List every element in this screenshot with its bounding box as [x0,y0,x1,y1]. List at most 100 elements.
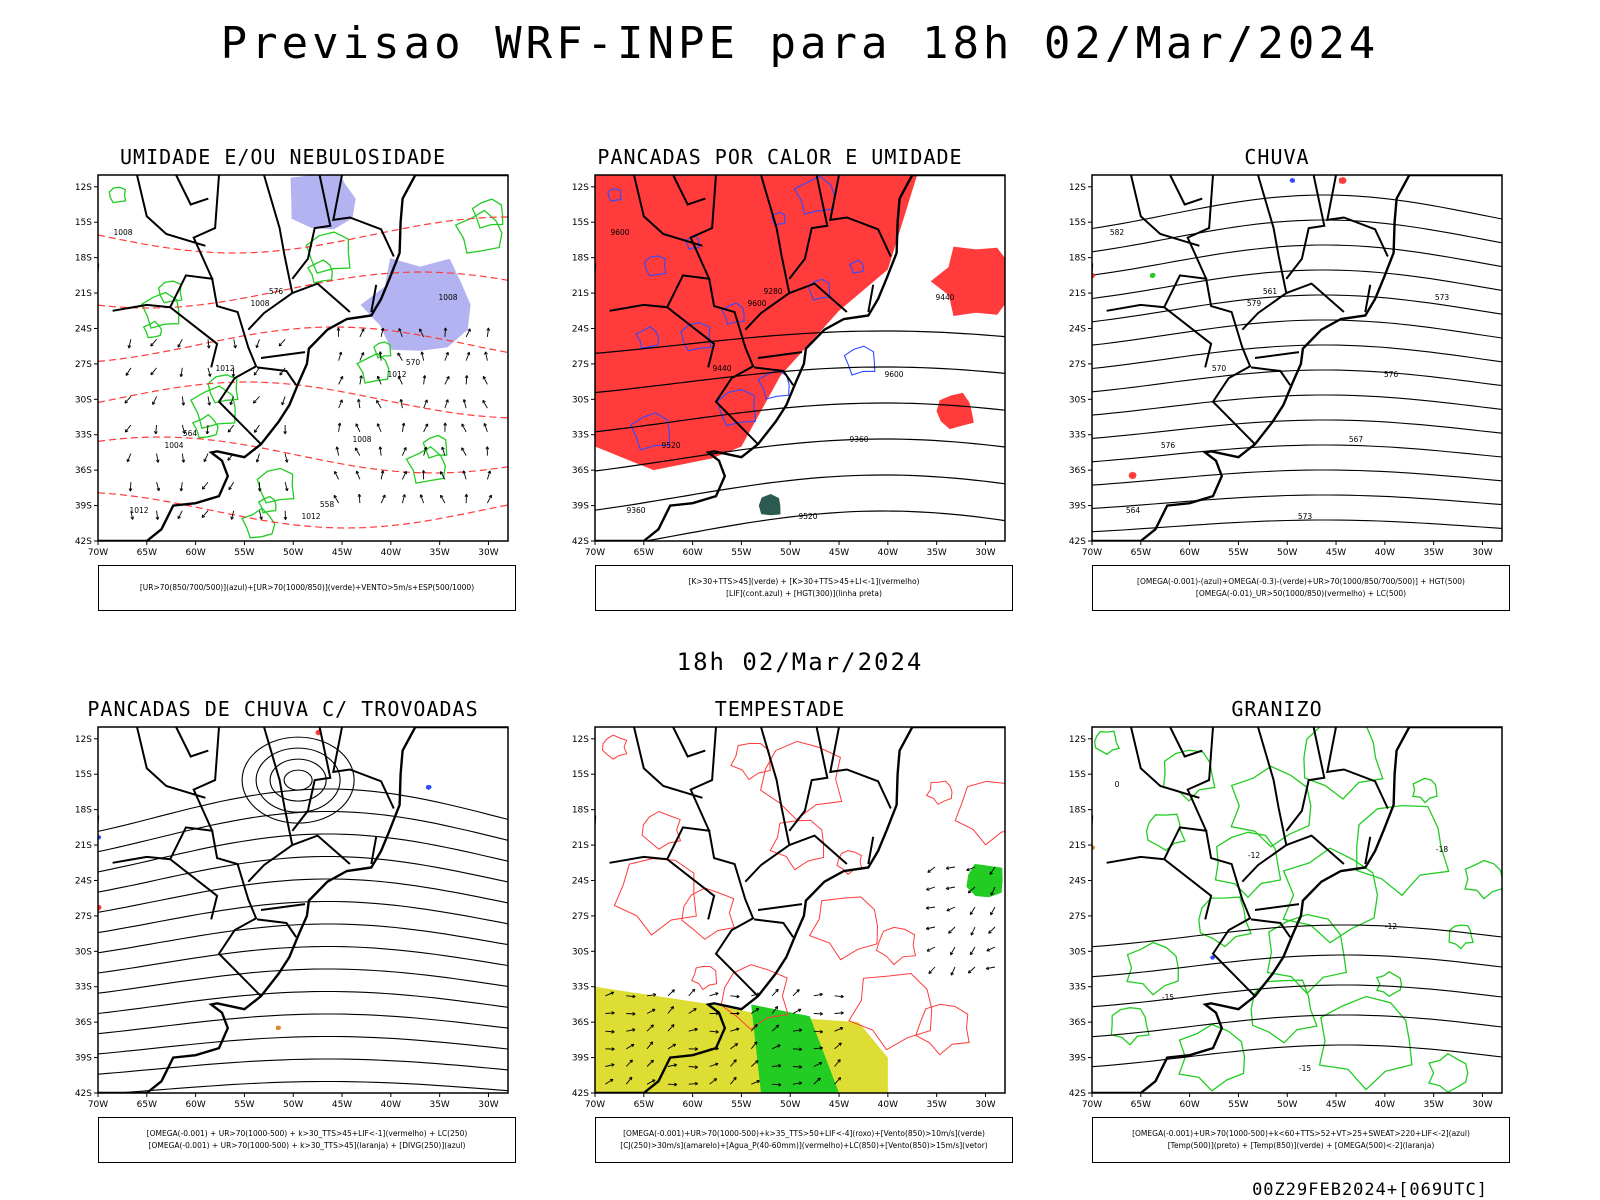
wind-vector [423,446,427,456]
wind-vector [444,327,447,337]
lat-tick-label: 30S [75,395,92,405]
border-line [112,855,219,920]
wind-vector [339,375,344,380]
lon-tick-label: 35W [1423,548,1443,558]
wind-vector [834,1027,844,1032]
lon-tick-label: 40W [878,1100,898,1110]
wind-vector [152,396,157,405]
wind-vector [376,400,382,409]
wind-vector [694,1065,698,1069]
contour-label: 9520 [661,441,680,450]
border-line [1106,855,1213,920]
lat-tick-label: 36S [1069,466,1086,476]
temp-850-contour [1093,730,1121,756]
border-line [1130,727,1200,799]
border-line [689,175,759,445]
wind-vector [155,459,160,463]
divergence-area [426,786,430,790]
lon-tick-label: 45W [332,548,352,558]
wind-vector [969,911,974,916]
lat-tick-label: 18S [75,806,92,816]
precipitable-water-contour [875,926,917,966]
wind-vector [207,402,212,406]
lon-tick-label: 40W [381,548,401,558]
map-frame [97,174,509,542]
legend-line-2: [OMEGA(-0.001) + UR>70(1000-500) + k>30_… [148,1141,466,1150]
wind-vector [813,993,823,997]
wind-vector [126,453,132,463]
map-frame [594,174,1006,542]
legend-box: [OMEGA(-0.001)+UR>70(1000-500)+k<60+TTS>… [1092,1117,1510,1163]
geopotential-contour [1092,269,1502,300]
lon-tick-label: 35W [1423,1100,1443,1110]
contour-label: 576 [269,287,284,296]
wind-vector [691,988,696,993]
wind-vector [482,399,486,404]
wind-vector [336,446,340,456]
temp-850-contour [1230,765,1312,848]
geopotential-contour [1092,494,1502,509]
lon-tick-label: 60W [1179,1100,1199,1110]
wind-vector [840,1011,844,1015]
wind-vector [488,494,492,499]
lat-tick-label: 12S [75,735,92,745]
wind-vector [181,402,186,406]
border-line [1186,727,1256,997]
wind-vector [440,471,444,475]
border-line [1326,175,1389,257]
wind-vector [128,488,133,492]
wind-vector [378,446,383,450]
lat-tick-label: 36S [75,1018,92,1028]
wind-vector [256,339,260,348]
wind-vector [625,1076,633,1085]
wind-vector [252,400,257,404]
geopotential-contour [1092,194,1502,230]
lon-tick-label: 40W [1375,1100,1395,1110]
contour-label: 1012 [387,370,406,379]
wind-vector [382,494,386,499]
wind-vector [227,424,235,433]
wind-vector [730,1059,737,1067]
thickness-line [98,492,508,529]
wind-vector [259,516,263,520]
wind-vector [487,470,492,474]
border-line [829,175,892,257]
map-layer: 0 -12 -12 -15 -15 -18 [1092,727,1502,1093]
wind-vector [925,906,930,910]
wind-vector [610,991,615,995]
temp-850-contour [1412,777,1438,804]
contour-label: 1012 [215,364,234,373]
humidity-contour [471,198,504,229]
wind-vector [817,1077,821,1082]
wind-vector [605,1078,614,1085]
wind-vector [715,1062,719,1067]
contour-label: 576 [1384,370,1399,379]
lat-tick-label: 36S [1069,1018,1086,1028]
humidity-contour [405,446,446,484]
wind-vector [422,375,427,379]
lat-tick-label: 24S [572,324,589,334]
border-line [1241,175,1288,331]
wind-vector [229,401,233,406]
lon-tick-label: 70W [1082,548,1102,558]
wind-vector [401,494,406,504]
border-line [753,366,795,386]
contour-label: 1008 [438,293,457,302]
wind-vector [284,459,289,463]
lat-tick-label: 39S [75,502,92,512]
wind-vector [182,430,186,434]
wind-vector [799,1065,803,1069]
lifted-index-contour [843,345,876,376]
wind-vector [255,459,260,463]
lifted-index-contour [607,188,622,202]
wind-vector [379,446,382,456]
precipitable-water-contour [601,734,628,760]
temp-850-contour [1214,831,1282,899]
wind-vector [969,951,974,956]
wind-vector [611,1063,615,1067]
wind-vector [424,399,428,403]
contour-label: 9520 [798,512,817,521]
wind-vector [467,328,471,332]
streamline [255,747,341,813]
wind-vector [796,989,800,993]
